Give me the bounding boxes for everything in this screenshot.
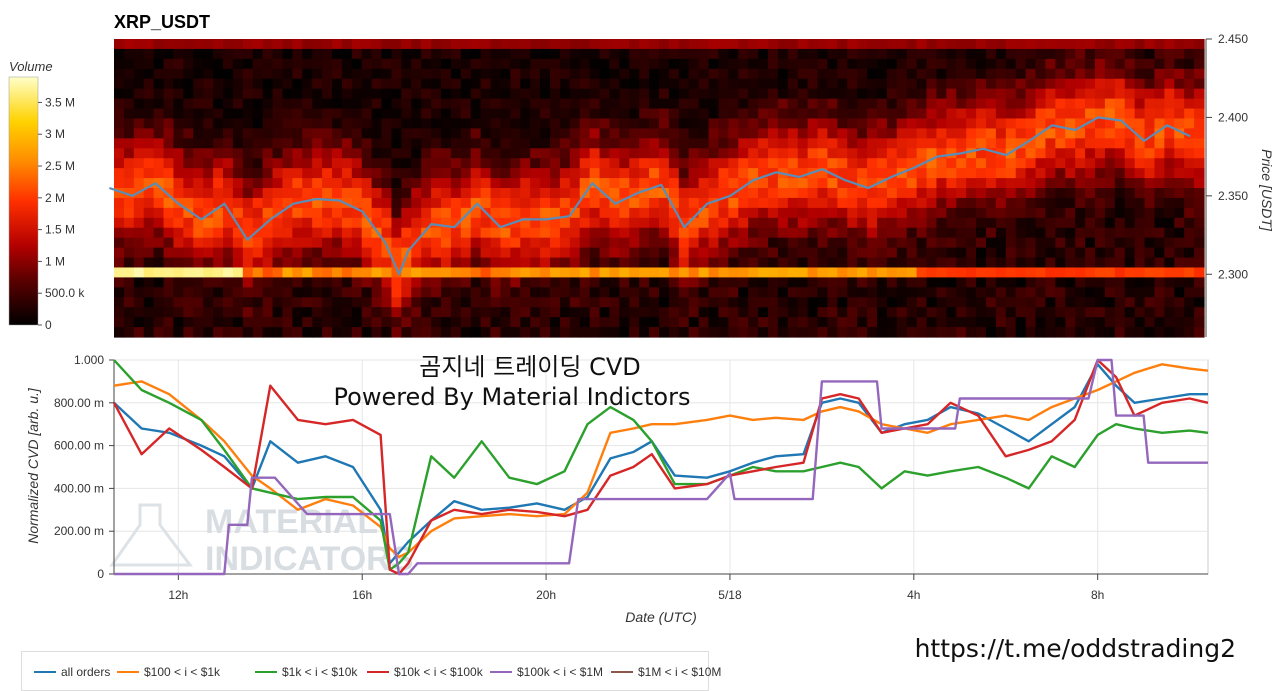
colorbar-tick-label: 500.0 k (45, 286, 85, 300)
cvd-axis-label: Normalized CVD [arb. u.] (25, 387, 41, 544)
price-tick-label: 2.350 (1218, 189, 1248, 203)
legend-item[interactable]: $1M < i < $10M (611, 665, 721, 679)
legend-label: $1k < i < $10k (282, 665, 358, 679)
legend-swatch (34, 670, 56, 673)
x-tick-label: 5/18 (718, 588, 742, 602)
colorbar-ticks: 0 500.0 k 1 M 1.5 M 2 M 2.5 M 3 M 3.5 M (38, 95, 85, 332)
colorbar-tick-label: 3 M (45, 127, 65, 141)
legend-label: all orders (61, 665, 111, 679)
cvd-y-tick-label: 800.00 m (54, 396, 104, 410)
colorbar-tick-label: 1.5 M (45, 223, 75, 237)
legend-label: $100k < i < $1M (517, 665, 604, 679)
cvd-y-tick-label: 1.000 (74, 353, 104, 367)
series-line (114, 358, 1208, 576)
flask-icon (109, 503, 193, 567)
price-tick-label: 2.450 (1218, 32, 1248, 46)
x-tick-label: 4h (907, 588, 920, 602)
legend-item[interactable]: $1k < i < $10k (255, 665, 357, 679)
heatmap-price-axis: 2.300 2.350 2.400 2.450 (1205, 32, 1248, 337)
cvd-panel: 0 200.00 m 400.00 m 600.00 m 800.00 m 1.000 12… (54, 353, 1209, 602)
telegram-link[interactable]: https://t.me/oddstrading2 (915, 634, 1236, 663)
price-axis-label: Price [USDT] (1259, 149, 1275, 232)
x-tick-label: 16h (352, 588, 372, 602)
cvd-y-tick-label: 400.00 m (54, 481, 104, 495)
price-line (109, 116, 1191, 276)
legend-item[interactable]: $100 < i < $1k (117, 665, 220, 679)
colorbar-tick-label: 2 M (45, 191, 65, 205)
cvd-y-tick-label: 200.00 m (54, 524, 104, 538)
cvd-y-tick-label: 600.00 m (54, 439, 104, 453)
heatmap-panel (109, 39, 1205, 338)
legend-item[interactable]: all orders (34, 665, 110, 679)
colorbar-tick-label: 1 M (45, 254, 65, 268)
colorbar-tick-label: 2.5 M (45, 159, 75, 173)
colorbar-tick-label: 0 (45, 318, 52, 332)
overlay-title: 곰지네 트레이딩 CVD (419, 353, 640, 381)
legend-swatch (490, 670, 512, 673)
legend: all orders $100 < i < $1k $1k < i < $10k $1… (21, 651, 721, 691)
legend-label: $100 < i < $1k (144, 665, 221, 679)
legend-label: $1M < i < $10M (638, 665, 722, 679)
legend-swatch (255, 670, 277, 673)
cvd-y-tick-label: 0 (97, 567, 104, 581)
series-line (113, 363, 1209, 559)
watermark-text: MATERIAL INDICATORS (205, 503, 413, 578)
series-line (112, 358, 1209, 576)
legend-item[interactable]: $100k < i < $1M (490, 665, 603, 679)
overlay-subtitle: Powered By Material Indictors (334, 383, 691, 411)
x-tick-label: 20h (536, 588, 556, 602)
price-tick-label: 2.300 (1218, 267, 1248, 281)
legend-swatch (367, 670, 389, 673)
price-tick-label: 2.400 (1218, 110, 1248, 124)
legend-swatch (117, 670, 139, 673)
legend-swatch (611, 670, 633, 673)
legend-label: $10k < i < $100k (394, 665, 483, 679)
heatmap-title: XRP_USDT (114, 12, 210, 32)
colorbar-tick-label: 3.5 M (45, 95, 75, 109)
colorbar (8, 76, 39, 326)
series-line (113, 359, 1209, 571)
legend-item[interactable]: $10k < i < $100k (367, 665, 483, 679)
colorbar-label: Volume (9, 59, 53, 74)
x-axis-label: Date (UTC) (625, 609, 697, 625)
series-line (113, 363, 1208, 565)
x-tick-label: 8h (1091, 588, 1104, 602)
x-tick-label: 12h (168, 588, 188, 602)
